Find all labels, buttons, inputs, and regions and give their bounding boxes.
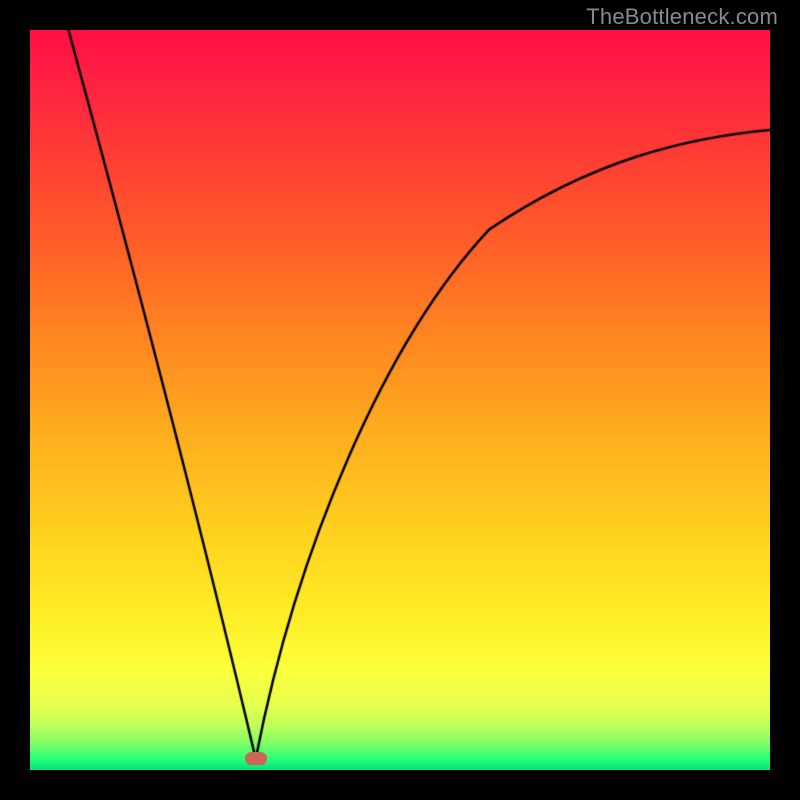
- chart-stage: TheBottleneck.com: [0, 0, 800, 800]
- watermark-text: TheBottleneck.com: [586, 4, 778, 30]
- vertex-marker: [245, 752, 267, 765]
- bottleneck-curve: [30, 30, 770, 770]
